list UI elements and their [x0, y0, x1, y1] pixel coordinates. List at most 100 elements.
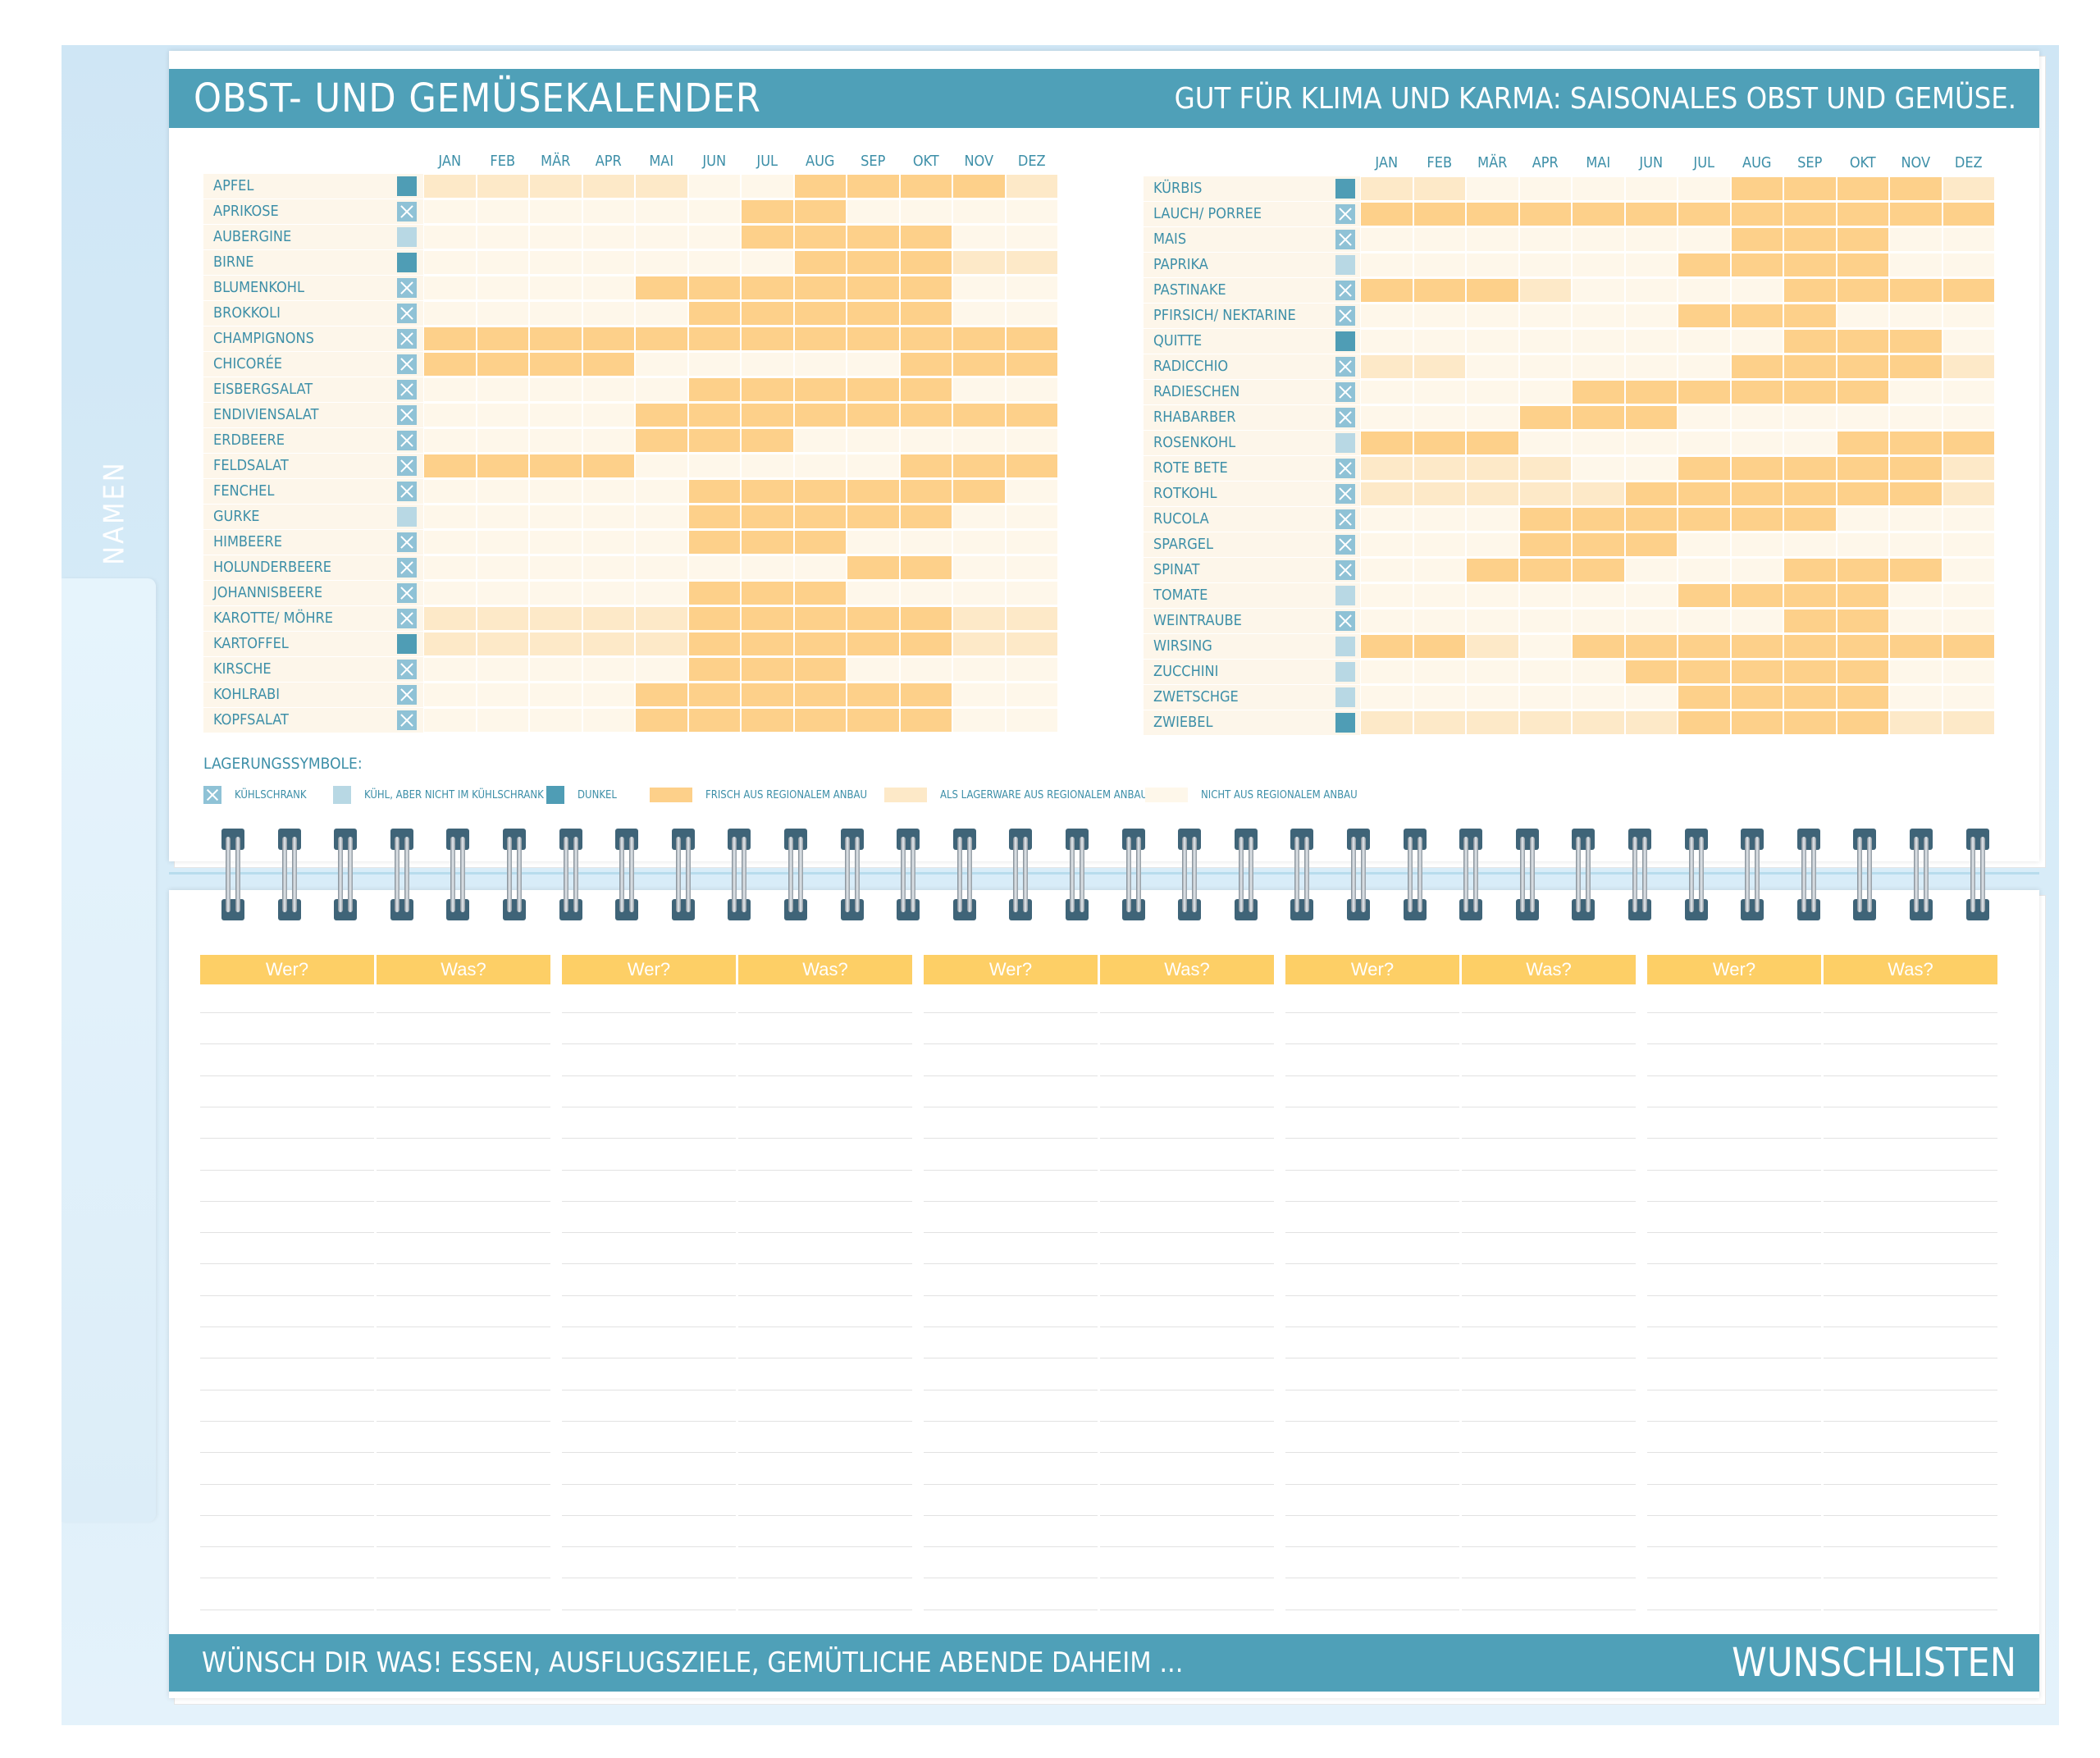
wishlist-entry-line[interactable]	[1647, 1420, 1821, 1422]
wishlist-entry-line[interactable]	[1462, 1169, 1636, 1171]
wishlist-entry-line[interactable]	[738, 1452, 912, 1454]
wishlist-entry-line[interactable]	[562, 1514, 736, 1516]
wishlist-entry-line[interactable]	[377, 1514, 550, 1516]
wishlist-entry-line[interactable]	[1100, 1483, 1274, 1485]
wishlist-entry-line[interactable]	[562, 1043, 736, 1045]
wishlist-entry-line[interactable]	[1647, 1075, 1821, 1076]
wishlist-entry-line[interactable]	[738, 1012, 912, 1013]
wishlist-entry-line[interactable]	[377, 1326, 550, 1327]
wishlist-entry-line[interactable]	[1285, 1295, 1459, 1296]
wishlist-entry-line[interactable]	[1100, 1200, 1274, 1202]
wishlist-entry-line[interactable]	[562, 1200, 736, 1202]
wishlist-entry-line[interactable]	[738, 1138, 912, 1139]
wishlist-entry-line[interactable]	[738, 1075, 912, 1076]
wishlist-entry-line[interactable]	[1285, 1232, 1459, 1234]
wishlist-entry-line[interactable]	[738, 1232, 912, 1234]
wishlist-entry-line[interactable]	[562, 1232, 736, 1234]
wishlist-entry-line[interactable]	[562, 1263, 736, 1265]
wishlist-entry-line[interactable]	[562, 1169, 736, 1171]
side-tab[interactable]: NAMEN	[62, 443, 168, 582]
wishlist-entry-line[interactable]	[1285, 1452, 1459, 1454]
wishlist-entry-line[interactable]	[562, 1452, 736, 1454]
wishlist-entry-line[interactable]	[1647, 1232, 1821, 1234]
wishlist-entry-line[interactable]	[1100, 1326, 1274, 1327]
wishlist-entry-line[interactable]	[1285, 1483, 1459, 1485]
wishlist-entry-line[interactable]	[1462, 1546, 1636, 1548]
wishlist-entry-line[interactable]	[1100, 1012, 1274, 1013]
wishlist-entry-line[interactable]	[1100, 1232, 1274, 1234]
wishlist-entry-line[interactable]	[377, 1012, 550, 1013]
wishlist-entry-line[interactable]	[1824, 1075, 1997, 1076]
wishlist-entry-line[interactable]	[738, 1483, 912, 1485]
wishlist-entry-line[interactable]	[1462, 1420, 1636, 1422]
wishlist-entry-line[interactable]	[1647, 1295, 1821, 1296]
wishlist-entry-line[interactable]	[924, 1200, 1098, 1202]
wishlist-entry-line[interactable]	[200, 1043, 374, 1045]
wishlist-entry-line[interactable]	[200, 1420, 374, 1422]
wishlist-entry-line[interactable]	[738, 1326, 912, 1327]
wishlist-entry-line[interactable]	[924, 1012, 1098, 1013]
wishlist-entry-line[interactable]	[1824, 1138, 1997, 1139]
wishlist-entry-line[interactable]	[1285, 1514, 1459, 1516]
wishlist-entry-line[interactable]	[738, 1295, 912, 1296]
wishlist-entry-line[interactable]	[1285, 1200, 1459, 1202]
wishlist-entry-line[interactable]	[924, 1075, 1098, 1076]
wishlist-entry-line[interactable]	[1824, 1012, 1997, 1013]
wishlist-entry-line[interactable]	[1462, 1200, 1636, 1202]
wishlist-entry-line[interactable]	[1100, 1295, 1274, 1296]
wishlist-entry-line[interactable]	[738, 1043, 912, 1045]
wishlist-entry-line[interactable]	[1285, 1075, 1459, 1076]
wishlist-entry-line[interactable]	[1824, 1420, 1997, 1422]
wishlist-entry-line[interactable]	[1462, 1483, 1636, 1485]
wishlist-entry-line[interactable]	[562, 1012, 736, 1013]
wishlist-entry-line[interactable]	[200, 1263, 374, 1265]
wishlist-entry-line[interactable]	[377, 1043, 550, 1045]
wishlist-entry-line[interactable]	[738, 1263, 912, 1265]
wishlist-entry-line[interactable]	[1824, 1452, 1997, 1454]
wishlist-entry-line[interactable]	[1824, 1295, 1997, 1296]
wishlist-entry-line[interactable]	[377, 1295, 550, 1296]
wishlist-entry-line[interactable]	[200, 1546, 374, 1548]
wishlist-entry-line[interactable]	[924, 1138, 1098, 1139]
wishlist-entry-line[interactable]	[1100, 1075, 1274, 1076]
wishlist-entry-line[interactable]	[924, 1326, 1098, 1327]
wishlist-entry-line[interactable]	[1824, 1169, 1997, 1171]
wishlist-entry-line[interactable]	[1647, 1012, 1821, 1013]
wishlist-entry-line[interactable]	[1285, 1012, 1459, 1013]
wishlist-entry-line[interactable]	[200, 1200, 374, 1202]
wishlist-entry-line[interactable]	[1285, 1169, 1459, 1171]
wishlist-entry-line[interactable]	[924, 1169, 1098, 1171]
wishlist-entry-line[interactable]	[1647, 1452, 1821, 1454]
wishlist-entry-line[interactable]	[377, 1232, 550, 1234]
wishlist-entry-line[interactable]	[924, 1043, 1098, 1045]
wishlist-entry-line[interactable]	[562, 1326, 736, 1327]
wishlist-entry-line[interactable]	[924, 1232, 1098, 1234]
wishlist-entry-line[interactable]	[924, 1295, 1098, 1296]
wishlist-entry-line[interactable]	[1462, 1075, 1636, 1076]
wishlist-entry-line[interactable]	[1824, 1200, 1997, 1202]
wishlist-entry-line[interactable]	[1647, 1138, 1821, 1139]
wishlist-entry-line[interactable]	[1285, 1138, 1459, 1139]
wishlist-entry-line[interactable]	[1824, 1043, 1997, 1045]
wishlist-entry-line[interactable]	[924, 1263, 1098, 1265]
wishlist-entry-line[interactable]	[1100, 1514, 1274, 1516]
wishlist-entry-line[interactable]	[1824, 1326, 1997, 1327]
wishlist-entry-line[interactable]	[1100, 1452, 1274, 1454]
wishlist-entry-line[interactable]	[377, 1483, 550, 1485]
wishlist-entry-line[interactable]	[1824, 1232, 1997, 1234]
wishlist-entry-line[interactable]	[1285, 1420, 1459, 1422]
wishlist-entry-line[interactable]	[738, 1546, 912, 1548]
wishlist-entry-line[interactable]	[924, 1546, 1098, 1548]
wishlist-entry-line[interactable]	[562, 1483, 736, 1485]
wishlist-entry-line[interactable]	[1824, 1483, 1997, 1485]
wishlist-entry-line[interactable]	[1100, 1420, 1274, 1422]
wishlist-entry-line[interactable]	[200, 1326, 374, 1327]
wishlist-entry-line[interactable]	[377, 1138, 550, 1139]
wishlist-entry-line[interactable]	[1462, 1514, 1636, 1516]
wishlist-entry-line[interactable]	[1285, 1043, 1459, 1045]
wishlist-entry-line[interactable]	[1285, 1263, 1459, 1265]
wishlist-entry-line[interactable]	[562, 1295, 736, 1296]
wishlist-entry-line[interactable]	[1647, 1200, 1821, 1202]
wishlist-entry-line[interactable]	[562, 1546, 736, 1548]
wishlist-entry-line[interactable]	[377, 1452, 550, 1454]
